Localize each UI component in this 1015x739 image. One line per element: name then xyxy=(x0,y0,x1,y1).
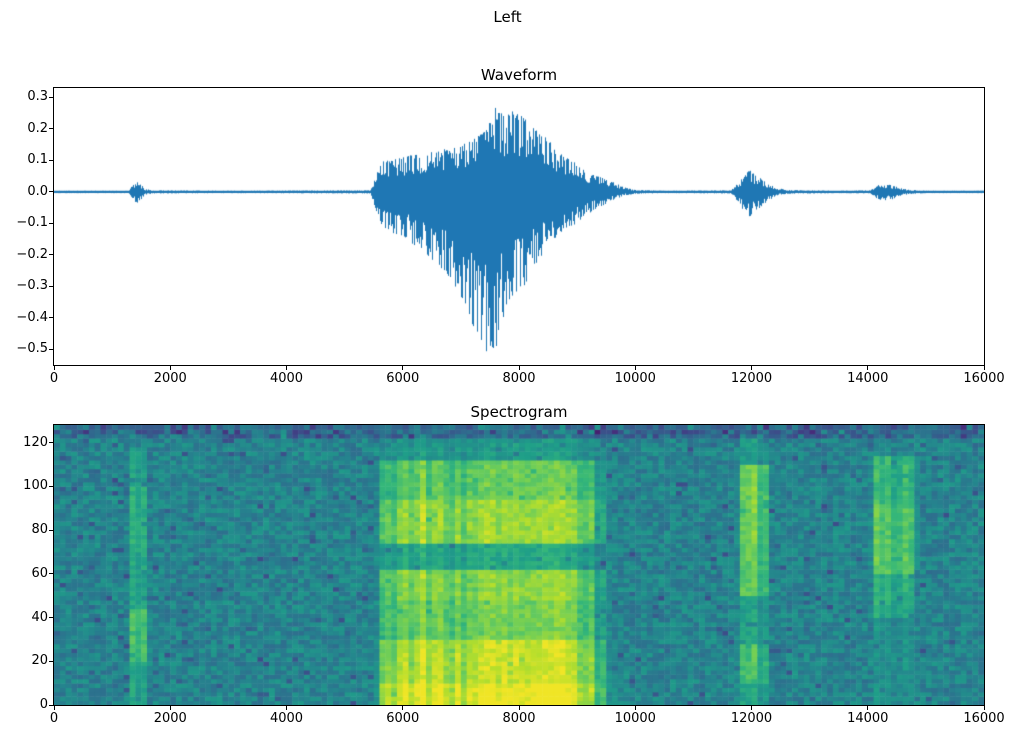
x-tick-mark xyxy=(169,366,171,370)
x-tick-label: 4000 xyxy=(269,371,304,386)
spectrogram-axes xyxy=(53,424,985,706)
x-tick-label: 16000 xyxy=(963,711,1005,726)
x-tick-mark xyxy=(867,706,869,710)
y-tick-label: 0 xyxy=(39,697,48,712)
y-tick-label: 80 xyxy=(31,522,48,537)
y-tick-label: −0.4 xyxy=(16,309,48,325)
y-tick-mark xyxy=(49,348,53,350)
waveform-title: Waveform xyxy=(480,66,558,84)
x-tick-mark xyxy=(518,706,520,710)
figure-suptitle: Left xyxy=(493,8,522,26)
x-tick-label: 16000 xyxy=(963,371,1005,386)
x-tick-label: 14000 xyxy=(847,371,889,386)
y-tick-label: −0.1 xyxy=(16,215,48,231)
x-tick-label: 12000 xyxy=(730,371,773,386)
y-tick-label: −0.3 xyxy=(16,278,48,294)
x-tick-label: 10000 xyxy=(614,711,656,726)
x-tick-label: 6000 xyxy=(386,371,420,386)
y-tick-label: 40 xyxy=(31,609,48,625)
x-tick-mark xyxy=(402,706,404,710)
y-tick-mark xyxy=(49,660,53,662)
y-tick-label: 0.1 xyxy=(27,152,48,168)
y-tick-label: 0.2 xyxy=(27,120,48,136)
y-tick-label: −0.5 xyxy=(16,341,48,357)
x-tick-mark xyxy=(634,366,636,370)
x-tick-mark xyxy=(983,706,985,710)
y-tick-mark xyxy=(49,317,53,319)
x-tick-mark xyxy=(983,366,985,370)
x-tick-label: 10000 xyxy=(614,371,656,386)
y-tick-mark xyxy=(49,442,53,443)
waveform-axes xyxy=(53,87,985,366)
y-tick-label: −0.2 xyxy=(16,246,48,262)
x-tick-label: 2000 xyxy=(153,711,187,726)
waveform-canvas xyxy=(54,88,984,365)
x-tick-mark xyxy=(751,366,752,370)
x-tick-mark xyxy=(867,366,869,370)
y-tick-mark xyxy=(49,573,53,575)
y-tick-mark xyxy=(49,704,53,706)
y-tick-mark xyxy=(49,128,53,130)
y-tick-mark xyxy=(49,191,53,193)
x-tick-mark xyxy=(634,706,636,710)
x-tick-label: 4000 xyxy=(269,711,304,726)
y-tick-label: 0.3 xyxy=(27,89,48,105)
y-tick-mark xyxy=(49,529,53,531)
x-tick-mark xyxy=(286,366,287,370)
x-tick-mark xyxy=(169,706,171,710)
y-tick-mark xyxy=(49,222,53,224)
spectrogram-canvas xyxy=(54,425,984,705)
x-tick-mark xyxy=(751,706,752,710)
x-tick-mark xyxy=(53,366,55,370)
y-tick-label: 20 xyxy=(31,653,48,669)
x-tick-mark xyxy=(286,706,287,710)
spectrogram-title: Spectrogram xyxy=(470,403,568,421)
y-tick-mark xyxy=(49,617,53,618)
y-tick-label: 60 xyxy=(31,565,48,581)
x-tick-label: 0 xyxy=(49,371,59,386)
y-tick-label: 120 xyxy=(23,434,48,450)
x-tick-label: 12000 xyxy=(730,711,773,726)
x-tick-label: 8000 xyxy=(502,711,536,726)
y-tick-mark xyxy=(49,96,53,98)
x-tick-mark xyxy=(402,366,404,370)
x-tick-label: 2000 xyxy=(153,371,187,386)
y-tick-mark xyxy=(49,254,53,256)
x-tick-mark xyxy=(518,366,520,370)
y-tick-mark xyxy=(49,159,53,161)
x-tick-label: 8000 xyxy=(502,371,536,386)
x-tick-mark xyxy=(53,706,55,710)
y-tick-mark xyxy=(49,485,53,487)
x-tick-label: 0 xyxy=(49,711,59,726)
x-tick-label: 14000 xyxy=(847,711,889,726)
y-tick-label: 0.0 xyxy=(27,183,48,199)
y-tick-mark xyxy=(49,285,53,287)
y-tick-label: 100 xyxy=(23,478,48,494)
x-tick-label: 6000 xyxy=(386,711,420,726)
